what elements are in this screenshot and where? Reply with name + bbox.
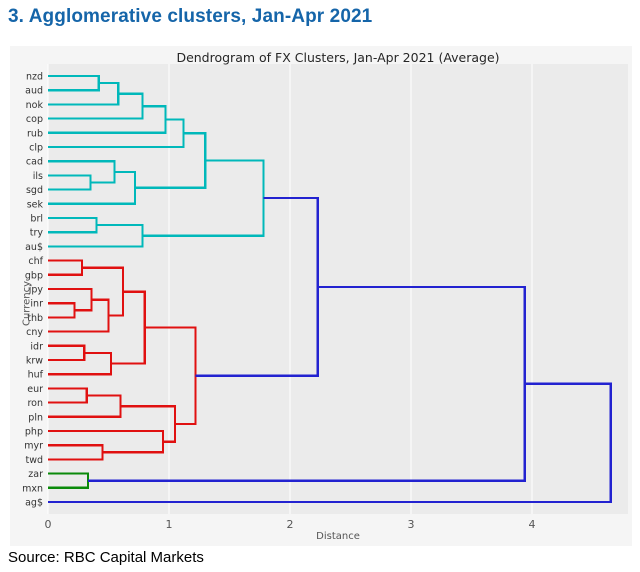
currency-tick-label: jpy: [28, 285, 44, 296]
currency-tick-label: zar: [28, 469, 43, 480]
currency-tick-label: chf: [28, 256, 43, 267]
page-title: 3. Agglomerative clusters, Jan-Apr 2021: [8, 6, 373, 27]
x-axis-label: Distance: [316, 531, 360, 542]
x-tick-label: 3: [408, 518, 415, 531]
dendrogram-link: [48, 382, 612, 504]
dendrogram-svg: 0 1 2 3 4 nzd aud nok cop rub clp cad ils sgd sek brl tr…: [22, 64, 628, 531]
currency-tick-label: nzd: [26, 72, 43, 83]
currency-tick-label: huf: [28, 370, 44, 381]
currency-tick-label: eur: [27, 384, 43, 395]
currency-tick-label: thb: [27, 313, 43, 324]
x-tick-label: 2: [287, 518, 294, 531]
x-tick-label: 0: [45, 518, 52, 531]
currency-tick-label: clp: [29, 143, 43, 154]
currency-tick-label: ron: [27, 398, 43, 409]
currency-tick-label: sgd: [26, 185, 43, 196]
currency-tick-label: cny: [26, 327, 43, 338]
currency-tick-label: php: [25, 427, 43, 438]
currency-tick-label: cad: [26, 157, 43, 168]
currency-tick-label: sek: [27, 199, 44, 210]
currency-tick-label: mxn: [22, 483, 43, 494]
currency-tick-label: krw: [26, 356, 43, 367]
currency-tick-label: nok: [26, 100, 44, 111]
currency-tick-label: gbp: [25, 270, 43, 281]
currency-tick-label: try: [30, 228, 44, 239]
currency-tick-label: inr: [30, 299, 43, 310]
chart-figure: Dendrogram of FX Clusters, Jan-Apr 2021 …: [10, 46, 632, 546]
currency-tick-label: cop: [26, 114, 43, 125]
dendrogram-link: [48, 170, 137, 205]
currency-tick-label: twd: [25, 455, 43, 466]
chart-title: Dendrogram of FX Clusters, Jan-Apr 2021 …: [176, 50, 500, 65]
currency-tick-label: brl: [30, 214, 43, 225]
currency-tick-label: au$: [25, 242, 43, 253]
currency-tick-label: myr: [24, 441, 43, 452]
source-text: Source: RBC Capital Markets: [8, 549, 204, 566]
y-axis-label: Currency: [21, 280, 33, 327]
currency-tick-label: aud: [25, 86, 43, 97]
plot-area: [48, 64, 628, 514]
x-tick-label: 1: [166, 518, 173, 531]
currency-tick-label: pln: [28, 412, 43, 423]
currency-tick-label: rub: [27, 128, 43, 139]
currency-tick-label: ils: [33, 171, 43, 182]
currency-tick-label: ag$: [25, 498, 43, 509]
x-tick-label: 4: [529, 518, 536, 531]
currency-tick-label: idr: [30, 341, 43, 352]
